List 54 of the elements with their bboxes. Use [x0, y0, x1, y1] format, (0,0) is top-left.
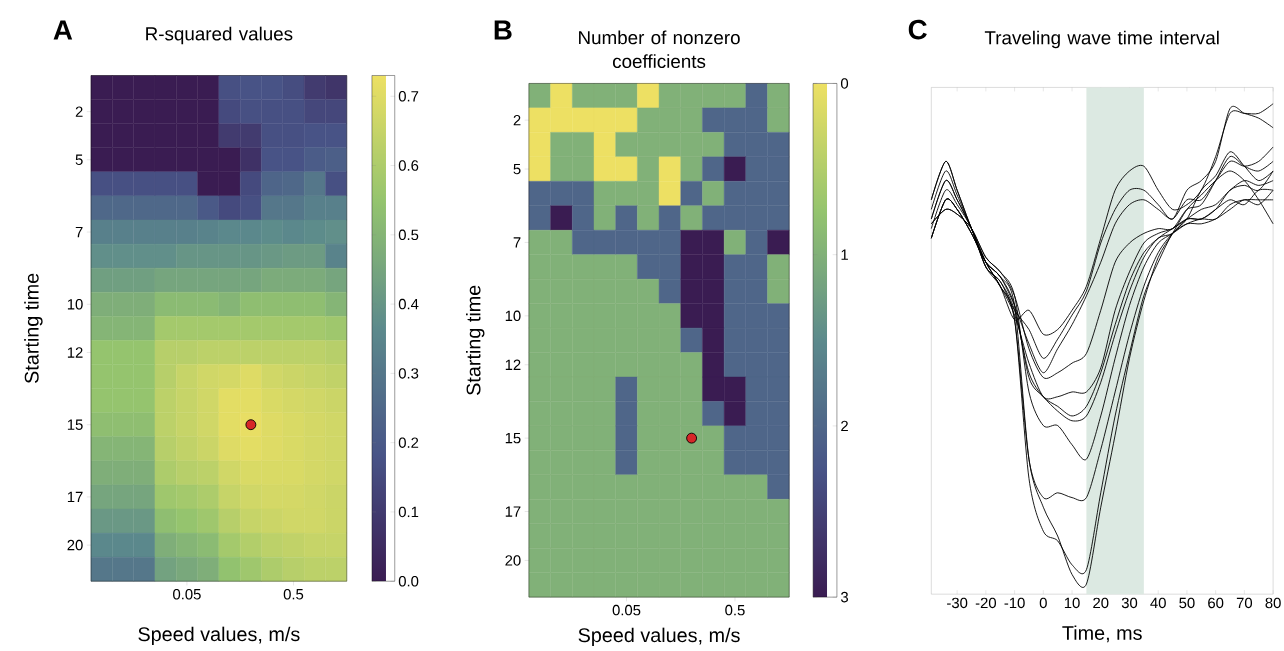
y-tick-label: 5	[75, 154, 83, 166]
x-tick-label: 10	[1064, 597, 1080, 609]
color-bar-label: 2	[841, 420, 848, 432]
y-tick-label: 10	[67, 299, 83, 310]
x-tick-label: 0.5	[725, 604, 745, 616]
x-tick-label: 80	[1265, 597, 1281, 609]
y-axis-title: Starting time	[24, 273, 43, 384]
y-tick-label: 7	[513, 237, 521, 248]
y-tick-label: 5	[513, 164, 521, 175]
x-tick-label: -20	[975, 597, 997, 609]
x-tick-label: 60	[1208, 597, 1224, 609]
y-tick-label: 20	[67, 539, 83, 551]
chart-title: R-squared values	[146, 26, 293, 45]
y-tick-label: 12	[505, 359, 521, 371]
x-axis-title: Time, ms	[1062, 625, 1142, 643]
text: A	[53, 20, 73, 40]
x-tick-label: 0	[1039, 597, 1047, 609]
color-bar-label: 0.1	[398, 506, 419, 518]
y-tick-label: 20	[505, 555, 521, 566]
y-tick-label: 15	[505, 433, 521, 444]
color-bar-label: 0.6	[398, 160, 419, 171]
color-bar-label: 0.2	[398, 437, 419, 449]
x-tick-label: 40	[1150, 597, 1166, 609]
chart-title: Traveling wave time interval	[984, 30, 1219, 49]
text: C	[908, 19, 927, 40]
chart-title: Number of nonzero coefficients	[579, 30, 740, 69]
y-tick-label: 15	[67, 419, 83, 430]
color-bar-label: 0.4	[398, 298, 419, 310]
x-tick-label: 0.05	[173, 589, 201, 600]
y-tick-label: 10	[505, 310, 521, 322]
y-tick-label: 12	[67, 347, 83, 358]
x-tick-label: -30	[947, 597, 968, 609]
x-tick-label: 50	[1179, 597, 1195, 609]
y-tick-label: 17	[505, 506, 521, 517]
x-axis-title: Speed values, m/s	[138, 626, 300, 646]
x-axis-title: Speed values, m/s	[578, 627, 740, 647]
color-bar-label: 0.7	[398, 91, 419, 102]
text: B	[494, 20, 512, 40]
y-tick-label: 7	[75, 227, 83, 238]
y-tick-label: 2	[75, 106, 83, 117]
color-bar-label: 0.0	[398, 576, 419, 587]
x-tick-label: -10	[1004, 597, 1025, 609]
color-bar-label: 0	[840, 78, 849, 89]
y-tick-label: 2	[513, 115, 521, 126]
x-tick-label: 70	[1236, 597, 1253, 609]
x-tick-label: 20	[1093, 597, 1109, 609]
y-tick-label: 17	[67, 491, 83, 503]
color-bar-label: 3	[840, 591, 849, 603]
color-bar-label: 0.3	[398, 368, 419, 379]
y-axis-title: Starting time	[466, 285, 485, 396]
color-bar-label: 1	[841, 249, 848, 260]
color-bar-label: 0.5	[398, 229, 419, 241]
x-tick-label: 30	[1121, 597, 1138, 609]
x-tick-label: 0.05	[612, 604, 641, 616]
